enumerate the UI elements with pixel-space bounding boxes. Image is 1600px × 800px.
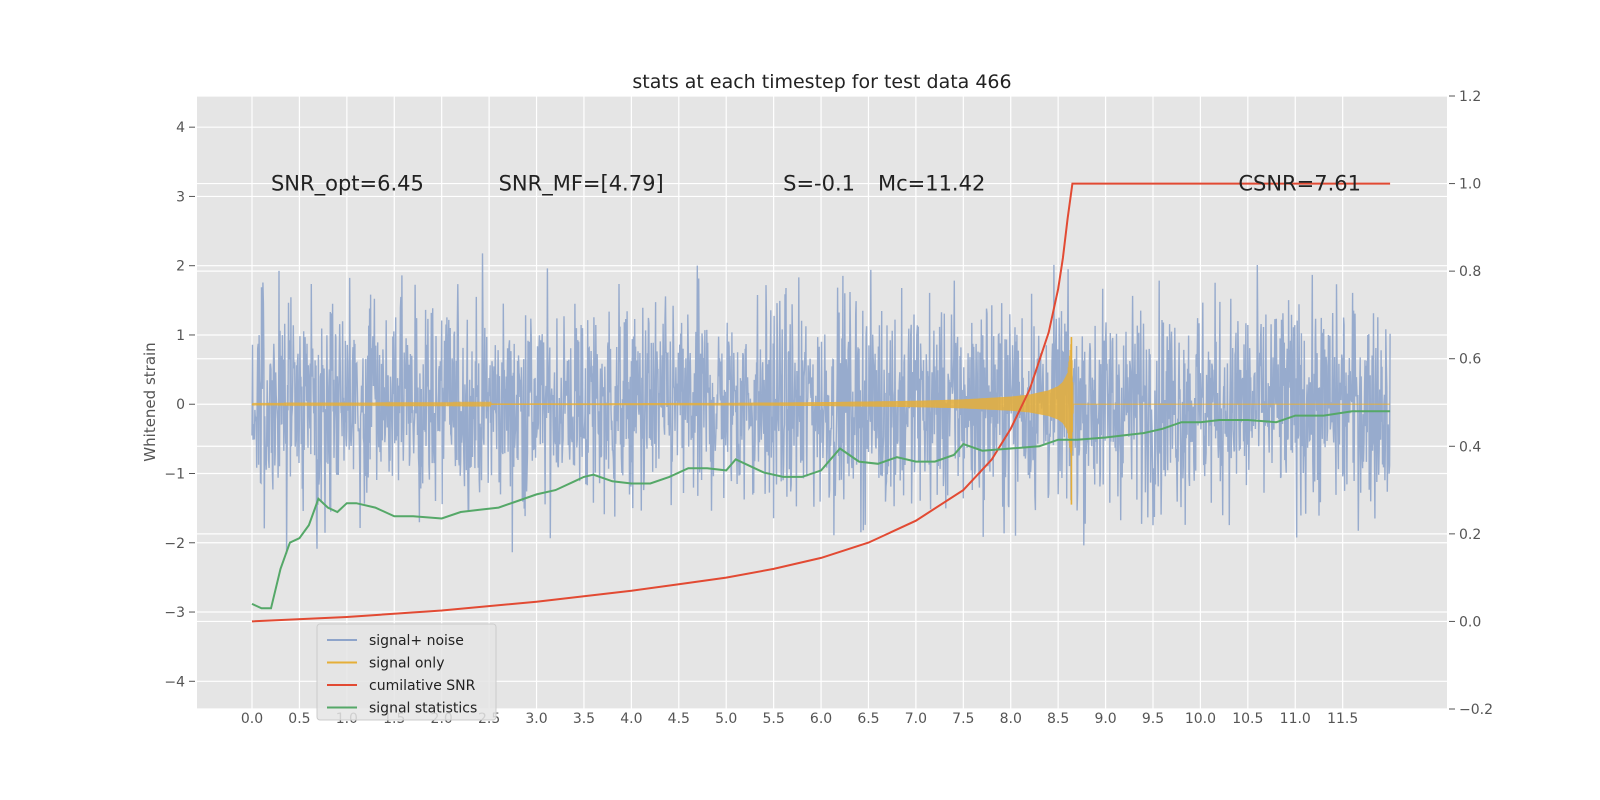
y-tick-label: 4: [176, 120, 185, 136]
signal-noise-line: [251, 253, 1391, 554]
y-tick-label: −4: [164, 674, 185, 690]
y-axis-ticks: −4 −3 −2 −1 0 1 2 3 4: [164, 120, 195, 690]
x-tick-label: 0.5: [288, 711, 310, 727]
y-tick-label: −2: [164, 536, 185, 552]
x-tick-label: 8.0: [1000, 711, 1022, 727]
annotations: SNR_opt=6.45 SNR_MF=[4.79] S=-0.1 Mc=11.42 C…: [271, 172, 1361, 197]
annotation-text: S=-0.1: [783, 172, 855, 196]
legend-label: signal only: [369, 656, 444, 672]
signal-noise-series: [251, 253, 1391, 554]
x-tick-label: 7.0: [905, 711, 927, 727]
x-tick-label: 11.5: [1327, 711, 1358, 727]
signal-only-series: [251, 337, 1391, 505]
x-tick-label: 4.5: [668, 711, 690, 727]
x-tick-label: 10.0: [1185, 711, 1216, 727]
signal-statistics-series: [251, 410, 1391, 610]
x-tick-label: 6.5: [857, 711, 879, 727]
x-tick-label: 9.0: [1094, 711, 1116, 727]
signal-only-line: [251, 338, 1391, 458]
x-tick-label: 3.5: [573, 711, 595, 727]
cumulative-snr-line: [251, 182, 1391, 623]
y-right-tick-label: 0.0: [1459, 614, 1481, 630]
legend-label: signal statistics: [369, 701, 477, 717]
x-tick-label: 3.0: [525, 711, 547, 727]
y-tick-label: −3: [164, 605, 185, 621]
legend-label: cumilative SNR: [369, 678, 476, 694]
x-tick-label: 9.5: [1142, 711, 1164, 727]
y-right-tick-label: 1.0: [1459, 177, 1481, 193]
x-tick-label: 8.5: [1047, 711, 1069, 727]
y-tick-label: 1: [176, 328, 185, 344]
signal-statistics-line: [251, 410, 1391, 610]
y-right-tick-label: 1.2: [1459, 89, 1481, 105]
x-tick-label: 0.0: [241, 711, 263, 727]
annotation-text: Mc=11.42: [878, 172, 985, 196]
y-right-tick-label: 0.8: [1459, 264, 1481, 280]
annotation-text: CSNR=7.61: [1238, 172, 1361, 196]
y-right-tick-label: 0.6: [1459, 352, 1481, 368]
y-right-axis-ticks: −0.2 0.0 0.2 0.4 0.6 0.8 1.0 1.2: [1449, 89, 1493, 718]
y-tick-label: 3: [176, 189, 185, 205]
y-tick-label: 2: [176, 259, 185, 275]
legend: signal+ noise signal only cumilative SNR si…: [316, 623, 497, 721]
y-tick-label: 0: [176, 397, 185, 413]
x-tick-label: 5.5: [762, 711, 784, 727]
chart-title: stats at each timestep for test data 466: [632, 71, 1011, 93]
legend-label: signal+ noise: [369, 633, 464, 649]
y-right-tick-label: 0.2: [1459, 527, 1481, 543]
y-axis-title: Whitened strain: [141, 342, 159, 461]
y-right-tick-label: 0.4: [1459, 439, 1481, 455]
x-axis-ticks: 0.00.51.01.52.02.53.03.54.04.55.05.56.06…: [241, 711, 1358, 727]
x-tick-label: 11.0: [1280, 711, 1311, 727]
x-tick-label: 6.0: [810, 711, 832, 727]
x-tick-label: 5.0: [715, 711, 737, 727]
legend-box: [316, 623, 497, 721]
y-right-tick-label: −0.2: [1459, 702, 1493, 718]
x-tick-label: 10.5: [1232, 711, 1263, 727]
annotation-text: SNR_opt=6.45: [271, 172, 424, 197]
annotation-text: SNR_MF=[4.79]: [499, 172, 664, 197]
x-tick-label: 7.5: [952, 711, 974, 727]
cumulative-snr-series: [251, 182, 1391, 623]
x-tick-label: 4.0: [620, 711, 642, 727]
y-tick-label: −1: [164, 466, 185, 482]
